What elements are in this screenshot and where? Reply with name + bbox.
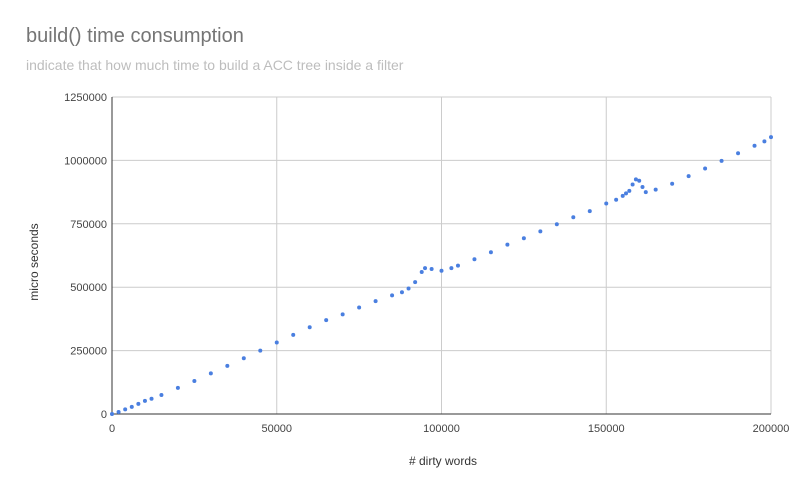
data-point [373,299,378,304]
data-point [637,178,642,183]
data-point [419,269,424,274]
data-point [307,325,312,330]
data-points [110,135,773,416]
data-point [291,332,296,337]
data-point [670,181,675,186]
data-point [488,250,493,255]
data-point [769,135,773,140]
data-point [571,215,576,220]
x-tick-label: 50000 [261,423,292,435]
data-point [399,290,404,295]
x-tick-label: 0 [109,423,115,435]
data-point [423,266,428,271]
data-point [472,257,477,262]
data-point [175,385,180,390]
data-point [413,280,418,285]
data-point [241,356,246,361]
y-axis-label: micro seconds [27,223,41,300]
data-point [633,177,638,182]
data-point [406,286,411,291]
tick-labels: 0 250000 500000 750000 1000000 1250000 0 50000 1… [64,92,789,435]
data-point [439,268,444,273]
data-point [357,305,362,310]
data-point [736,151,741,156]
data-point [643,190,648,195]
data-point [719,158,724,163]
y-tick-label: 1250000 [64,92,107,104]
data-point [640,185,645,190]
data-point [390,293,395,298]
data-point [627,188,632,193]
data-point [142,398,147,403]
data-point [521,236,526,241]
data-point [449,266,454,271]
data-point [340,312,345,317]
data-point [624,191,629,196]
data-point [762,139,767,144]
data-point [505,242,510,247]
data-point [136,401,141,406]
data-point [116,409,121,414]
data-point [686,174,691,179]
y-tick-label: 750000 [70,219,107,231]
data-point [455,263,460,268]
data-point [538,229,543,234]
data-point [587,209,592,214]
data-point [225,363,230,368]
chart-title: build() time consumption [26,25,244,47]
data-point [274,340,279,345]
data-point [620,193,625,198]
data-point [604,201,609,206]
data-point [208,371,213,376]
data-point [653,187,658,192]
chart-subtitle: indicate that how much time to build a A… [26,57,404,73]
data-point [258,348,263,353]
data-point [123,407,128,412]
x-tick-label: 150000 [588,423,625,435]
data-point [752,143,757,148]
data-point [129,404,134,409]
data-point [614,197,619,202]
data-point [192,379,197,384]
x-axis-label: # dirty words [409,454,477,468]
y-tick-label: 250000 [70,346,107,358]
data-point [703,166,708,171]
y-tick-label: 500000 [70,282,107,294]
data-point [324,318,329,323]
data-point [630,182,635,187]
data-point [554,222,559,227]
y-tick-label: 0 [101,409,107,421]
data-point [149,396,154,401]
data-point [110,412,114,416]
axes [111,97,771,415]
data-point [429,266,434,271]
grid-lines [112,96,772,414]
y-tick-label: 1000000 [64,155,107,167]
x-tick-label: 200000 [753,423,790,435]
data-point [159,392,164,397]
x-tick-label: 100000 [423,423,460,435]
